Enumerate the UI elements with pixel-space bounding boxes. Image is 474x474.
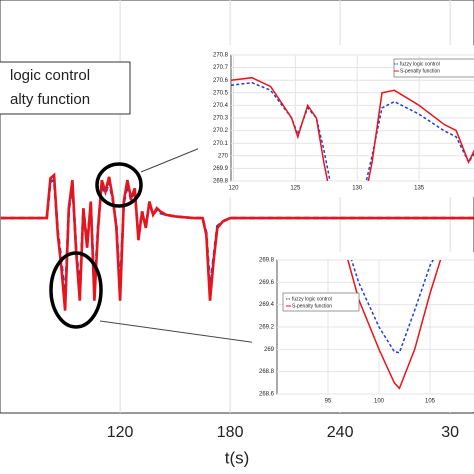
y-tick-label: 269.8 (213, 179, 229, 185)
x-tick-label: 30 (441, 424, 459, 441)
legend-box (393, 58, 474, 78)
y-tick-label: 270.4 (213, 103, 229, 109)
x-axis-label: t(s) (225, 448, 250, 467)
y-tick-label: 269.6 (259, 280, 275, 286)
legend-label: S-penalty function (400, 68, 440, 74)
series-line (231, 76, 474, 181)
x-tick-label: 120 (228, 186, 239, 192)
x-tick-label: 120 (107, 424, 134, 441)
y-tick-label: 269 (264, 347, 275, 353)
zoom-connector (99, 320, 259, 344)
series-group (0, 172, 474, 311)
x-tick-label: 135 (414, 186, 425, 192)
x-tick-label: 100 (374, 399, 385, 405)
y-tick-label: 269.8 (259, 258, 275, 264)
legend-label: S-penalty function (292, 303, 332, 309)
y-tick-label: 270.2 (213, 128, 229, 134)
zoom-circle (95, 162, 143, 208)
x-tick-label: 180 (217, 424, 244, 441)
y-tick-label: 270.1 (213, 141, 229, 147)
legend-label: logic control (10, 67, 90, 84)
series-group (347, 260, 442, 390)
y-tick-label: 270.3 (213, 116, 229, 122)
series-line (0, 172, 474, 311)
series-line (350, 260, 434, 354)
y-tick-label: 269.2 (259, 325, 275, 331)
legend-box (282, 292, 360, 312)
legend-label: fuzzy logic control (400, 61, 440, 67)
x-tick-label: 95 (325, 399, 332, 405)
y-tick-label: 270 (218, 153, 229, 159)
y-tick-label: 270.5 (213, 90, 229, 96)
y-tick-label: 270.8 (213, 53, 229, 59)
y-tick-label: 268.8 (259, 369, 275, 375)
y-tick-label: 270.7 (213, 65, 229, 71)
y-tick-label: 269.9 (213, 166, 229, 172)
y-tick-label: 270.6 (213, 78, 229, 84)
legend-box (0, 61, 131, 115)
x-tick-label: 130 (352, 186, 363, 192)
series-line (347, 260, 442, 390)
y-tick-label: 268.6 (259, 392, 275, 398)
legend-label: fuzzy logic control (292, 296, 332, 302)
x-tick-label: 105 (425, 399, 436, 405)
zoom-connector (140, 147, 201, 173)
y-tick-label: 269.4 (259, 302, 275, 308)
legend-label: alty function (10, 91, 90, 108)
x-tick-label: 125 (290, 186, 301, 192)
series-group (231, 76, 474, 181)
zoom-circle (49, 251, 103, 329)
x-tick-label: 240 (327, 424, 354, 441)
